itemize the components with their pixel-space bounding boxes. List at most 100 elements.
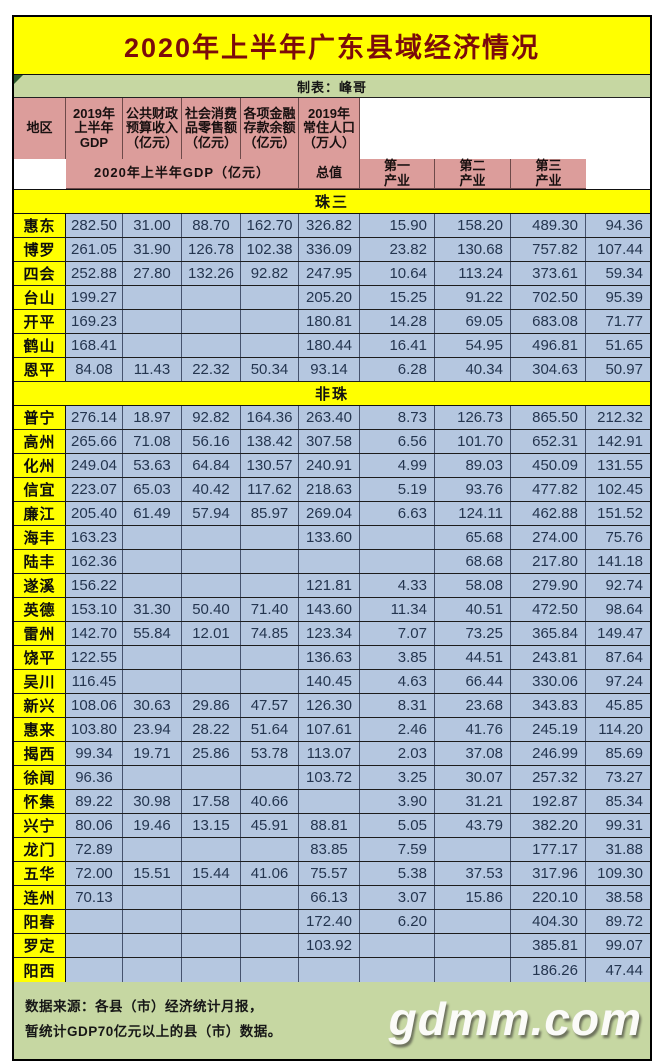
data-cell: 136.63 (299, 646, 360, 670)
region-label: 鹤山 (14, 334, 66, 358)
data-cell: 70.13 (66, 886, 123, 910)
data-cell: 72.89 (66, 838, 123, 862)
column-subheader-gdp-0: 总值 (299, 159, 360, 190)
data-cell: 65.03 (123, 478, 182, 502)
table-row: 阳春 172.40 6.20 404.30 89.72 (14, 910, 650, 935)
data-cell: 40.51 (435, 598, 511, 622)
data-cell: 162.70 (241, 214, 299, 238)
region-label: 罗定 (14, 934, 66, 958)
region-label: 兴宁 (14, 814, 66, 838)
data-cell: 7.07 (360, 622, 435, 646)
data-cell: 31.30 (123, 598, 182, 622)
data-cell: 5.05 (360, 814, 435, 838)
data-cell: 304.63 (511, 358, 586, 382)
data-cell: 98.64 (586, 598, 650, 622)
data-cell: 43.79 (435, 814, 511, 838)
data-cell: 252.88 (66, 262, 123, 286)
data-cell: 15.44 (182, 862, 241, 886)
data-cell (241, 286, 299, 310)
data-cell: 373.61 (511, 262, 586, 286)
data-cell: 186.26 (511, 958, 586, 983)
data-cell: 7.59 (360, 838, 435, 862)
data-cell: 40.66 (241, 790, 299, 814)
data-cell (123, 910, 182, 934)
column-header-region: 地区 (14, 98, 66, 159)
region-label: 台山 (14, 286, 66, 310)
data-cell: 68.68 (435, 550, 511, 574)
table-body: 珠三 惠东 282.50 31.00 88.70 162.70 326.82 15.90 158… (14, 190, 650, 983)
data-cell (241, 766, 299, 790)
data-cell: 180.44 (299, 334, 360, 358)
data-cell: 3.85 (360, 646, 435, 670)
data-cell: 44.51 (435, 646, 511, 670)
data-cell: 71.08 (123, 430, 182, 454)
data-cell (182, 310, 241, 334)
data-cell (241, 910, 299, 934)
data-cell (360, 934, 435, 958)
section-header: 非珠 (14, 382, 650, 407)
column-header-other-2: 社会消费 品零售额 （亿元） (182, 98, 241, 159)
data-cell: 130.68 (435, 238, 511, 262)
data-cell: 702.50 (511, 286, 586, 310)
data-cell: 85.69 (586, 742, 650, 766)
region-label: 博罗 (14, 238, 66, 262)
data-cell: 57.94 (182, 502, 241, 526)
data-cell: 757.82 (511, 238, 586, 262)
byline-bar: 制表：峰哥 (14, 75, 650, 98)
data-cell: 472.50 (511, 598, 586, 622)
data-source-note: 数据来源：各县（市）经济统计月报， 暂统计GDP70亿元以上的县（市）数据。 (25, 994, 282, 1044)
region-label: 开平 (14, 310, 66, 334)
data-cell: 5.38 (360, 862, 435, 886)
data-cell: 149.47 (586, 622, 650, 646)
table-row: 高州 265.66 71.08 56.16 138.42 307.58 6.56 101.70… (14, 430, 650, 455)
region-label: 海丰 (14, 526, 66, 550)
data-cell: 53.63 (123, 454, 182, 478)
data-cell: 47.57 (241, 694, 299, 718)
data-cell: 97.24 (586, 670, 650, 694)
data-cell (299, 550, 360, 574)
region-label: 普宁 (14, 406, 66, 430)
data-cell: 54.95 (435, 334, 511, 358)
data-cell: 95.39 (586, 286, 650, 310)
data-cell: 96.36 (66, 766, 123, 790)
data-cell: 28.22 (182, 718, 241, 742)
data-cell (182, 550, 241, 574)
data-cell (123, 934, 182, 958)
data-cell (435, 934, 511, 958)
table-row: 鹤山 168.41 180.44 16.41 54.95 496.81 51.65 (14, 334, 650, 359)
data-cell: 153.10 (66, 598, 123, 622)
table-row: 惠来 103.80 23.94 28.22 51.64 107.61 2.46 41.76 24… (14, 718, 650, 743)
region-label: 雷州 (14, 622, 66, 646)
data-cell: 477.82 (511, 478, 586, 502)
data-cell: 92.82 (241, 262, 299, 286)
data-cell: 307.58 (299, 430, 360, 454)
table-row: 新兴 108.06 30.63 29.86 47.57 126.30 8.31 23.68 34… (14, 694, 650, 719)
data-cell: 385.81 (511, 934, 586, 958)
data-cell: 122.55 (66, 646, 123, 670)
table-row: 连州 70.13 66.13 3.07 15.86 220.10 38.58 (14, 886, 650, 911)
data-cell: 121.81 (299, 574, 360, 598)
data-cell: 31.00 (123, 214, 182, 238)
region-label: 廉江 (14, 502, 66, 526)
data-cell: 114.20 (586, 718, 650, 742)
data-cell: 269.04 (299, 502, 360, 526)
region-label: 英德 (14, 598, 66, 622)
table-row: 惠东 282.50 31.00 88.70 162.70 326.82 15.90 158.2… (14, 214, 650, 239)
data-cell (123, 838, 182, 862)
region-label: 连州 (14, 886, 66, 910)
column-group-gdp-2020: 2020年上半年GDP（亿元） (66, 159, 299, 190)
data-cell: 19.71 (123, 742, 182, 766)
watermark: gdmm.com (388, 993, 642, 1046)
data-cell (241, 838, 299, 862)
data-cell: 15.86 (435, 886, 511, 910)
data-cell: 16.41 (360, 334, 435, 358)
table-row: 台山 199.27 205.20 15.25 91.22 702.50 95.39 (14, 286, 650, 311)
region-label: 龙门 (14, 838, 66, 862)
data-cell (360, 550, 435, 574)
data-cell: 65.68 (435, 526, 511, 550)
data-cell: 30.63 (123, 694, 182, 718)
data-cell: 59.34 (586, 262, 650, 286)
data-cell: 4.99 (360, 454, 435, 478)
data-cell: 8.73 (360, 406, 435, 430)
data-cell (123, 886, 182, 910)
